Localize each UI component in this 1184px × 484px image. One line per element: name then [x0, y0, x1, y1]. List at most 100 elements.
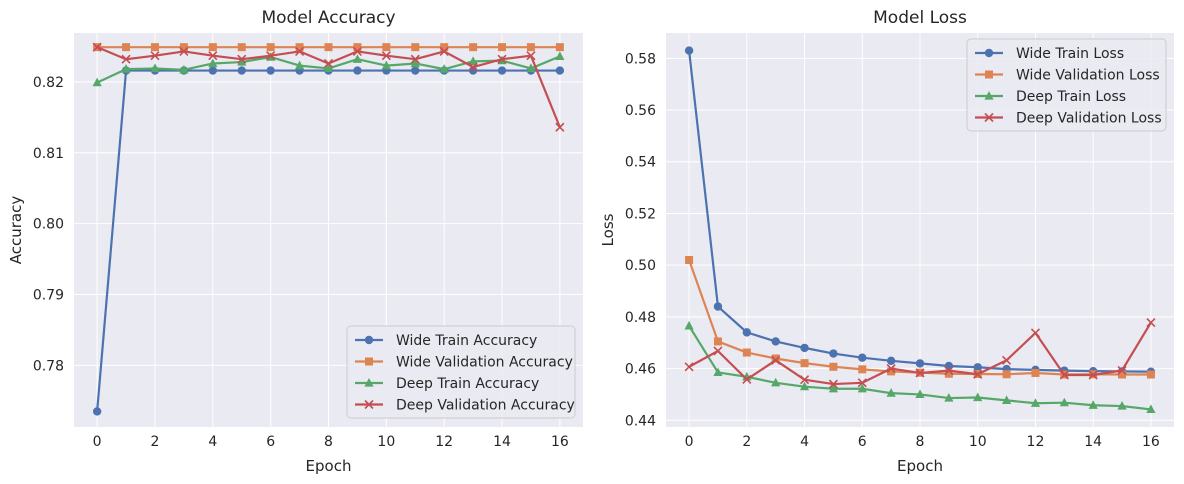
- loss-point-deep-validation-loss: [742, 374, 752, 384]
- loss-point-deep-validation-loss: [944, 366, 954, 376]
- accuracy-x-axis-label: Epoch: [306, 457, 352, 475]
- accuracy-point-deep-train-accuracy: [468, 56, 478, 65]
- loss-point-deep-train-loss: [828, 383, 839, 393]
- loss-point-deep-train-loss: [915, 389, 925, 399]
- accuracy-y-tick-label: 0.78: [33, 358, 64, 374]
- accuracy-point-wide-train-accuracy: [555, 66, 565, 75]
- accuracy-point-wide-train-accuracy: [497, 66, 507, 75]
- loss-legend-marker: [984, 48, 994, 58]
- accuracy-legend-item: Deep Validation Accuracy: [355, 398, 575, 414]
- loss-point-wide-train-loss: [713, 302, 723, 311]
- loss-legend-frame: [966, 38, 1167, 132]
- accuracy-x-tick-label: 10: [377, 434, 395, 450]
- loss-point-deep-train-loss: [1117, 401, 1127, 410]
- loss-point-deep-train-loss: [886, 388, 896, 397]
- loss-point-wide-validation-loss: [1031, 368, 1040, 377]
- loss-series-lines: [684, 46, 1156, 414]
- accuracy-y-tick-label: 0.80: [33, 217, 64, 233]
- loss-legend-item: Deep Validation Loss: [975, 111, 1162, 127]
- loss-point-deep-train-loss: [799, 381, 810, 391]
- loss-point-wide-validation-loss: [1146, 370, 1155, 379]
- accuracy-legend-marker: [364, 335, 374, 345]
- accuracy-point-deep-validation-accuracy: [121, 54, 131, 64]
- accuracy-point-deep-train-accuracy: [352, 54, 363, 63]
- loss-point-deep-train-loss: [944, 393, 954, 402]
- accuracy-x-tick-label: 14: [493, 434, 511, 450]
- loss-x-tick-label: 6: [858, 434, 867, 450]
- accuracy-point-deep-train-accuracy: [381, 60, 391, 70]
- loss-y-tick-label: 0.52: [625, 206, 656, 222]
- accuracy-point-wide-validation-accuracy: [440, 43, 449, 52]
- accuracy-point-wide-train-accuracy: [92, 407, 102, 416]
- loss-point-deep-validation-loss: [799, 375, 810, 385]
- accuracy-point-wide-validation-accuracy: [295, 43, 304, 52]
- accuracy-point-deep-validation-accuracy: [497, 54, 507, 64]
- loss-legend-label: Wide Validation Loss: [1016, 68, 1160, 84]
- accuracy-point-deep-validation-accuracy: [468, 62, 478, 72]
- loss-point-deep-validation-loss: [828, 379, 838, 389]
- accuracy-point-wide-validation-accuracy: [237, 43, 246, 52]
- accuracy-point-wide-validation-accuracy: [208, 43, 217, 52]
- loss-x-tick-label: 8: [916, 434, 925, 450]
- loss-point-deep-train-loss: [684, 320, 694, 330]
- accuracy-point-deep-validation-accuracy: [150, 51, 160, 61]
- accuracy-legend-item: Wide Train Accuracy: [355, 333, 537, 349]
- loss-legend-item: Deep Train Loss: [975, 89, 1126, 105]
- accuracy-point-deep-validation-accuracy: [323, 58, 334, 69]
- accuracy-point-wide-train-accuracy: [411, 66, 420, 75]
- accuracy-point-deep-validation-accuracy: [266, 51, 276, 61]
- loss-x-tick-label: 10: [969, 434, 987, 450]
- loss-x-axis-label: Epoch: [897, 457, 943, 475]
- accuracy-legend-label: Wide Validation Accuracy: [396, 355, 573, 371]
- loss-legend-item: Wide Validation Loss: [975, 68, 1160, 84]
- loss-y-tick-label: 0.54: [625, 155, 656, 171]
- loss-point-wide-train-loss: [973, 363, 982, 372]
- accuracy-x-tick-label: 6: [266, 434, 275, 450]
- loss-point-deep-train-loss: [1088, 400, 1098, 409]
- accuracy-point-deep-validation-accuracy: [410, 54, 420, 64]
- accuracy-chart: 0 2 4 6 8 10 12 14 16 0.78 0.79 0.80 0.81 0.82 Model…: [7, 8, 583, 475]
- accuracy-point-wide-validation-accuracy: [353, 43, 362, 52]
- loss-point-deep-train-loss: [771, 377, 781, 387]
- accuracy-point-wide-train-accuracy: [208, 66, 218, 75]
- accuracy-point-wide-train-accuracy: [237, 66, 246, 75]
- loss-point-deep-train-loss: [713, 367, 723, 377]
- loss-point-wide-train-loss: [886, 356, 896, 366]
- loss-point-deep-validation-loss: [886, 364, 896, 374]
- accuracy-legend-marker: [364, 399, 374, 410]
- accuracy-legend-marker: [365, 357, 373, 366]
- accuracy-x-tick-label: 8: [324, 434, 333, 450]
- loss-point-deep-train-loss: [1146, 404, 1156, 414]
- loss-point-wide-train-loss: [915, 359, 925, 368]
- accuracy-x-tick-label: 0: [93, 434, 102, 450]
- loss-point-wide-train-loss: [944, 361, 954, 371]
- loss-point-deep-validation-loss: [857, 378, 867, 388]
- loss-point-deep-train-loss: [1059, 397, 1069, 407]
- loss-point-deep-validation-loss: [1030, 328, 1041, 338]
- loss-point-deep-train-loss: [1030, 398, 1041, 407]
- loss-point-deep-validation-loss: [1059, 370, 1069, 380]
- loss-point-wide-validation-loss: [944, 369, 953, 378]
- loss-point-wide-validation-loss: [887, 367, 896, 376]
- accuracy-y-axis-label: Accuracy: [7, 196, 25, 265]
- loss-point-deep-validation-loss: [1088, 370, 1098, 380]
- loss-point-wide-validation-loss: [858, 365, 867, 374]
- accuracy-y-tick-label: 0.81: [33, 146, 64, 162]
- accuracy-y-tick-label: 0.79: [33, 287, 64, 303]
- accuracy-point-wide-validation-accuracy: [555, 43, 564, 52]
- loss-point-wide-validation-loss: [800, 359, 809, 368]
- loss-legend-marker: [984, 91, 994, 100]
- accuracy-point-deep-train-accuracy: [526, 63, 536, 73]
- loss-point-deep-train-loss: [1001, 395, 1012, 404]
- accuracy-point-deep-train-accuracy: [410, 58, 420, 68]
- accuracy-x-ticks: 0 2 4 6 8 10 12 14 16: [93, 434, 569, 450]
- accuracy-y-tick-label: 0.82: [33, 75, 64, 91]
- loss-legend-item: Wide Train Loss: [975, 46, 1124, 62]
- accuracy-point-deep-train-accuracy: [179, 64, 189, 74]
- accuracy-x-tick-label: 16: [551, 434, 569, 450]
- loss-point-wide-validation-loss: [771, 354, 780, 363]
- accuracy-x-tick-label: 2: [151, 434, 160, 450]
- accuracy-x-tick-label: 12: [435, 434, 453, 450]
- accuracy-point-deep-train-accuracy: [294, 60, 305, 70]
